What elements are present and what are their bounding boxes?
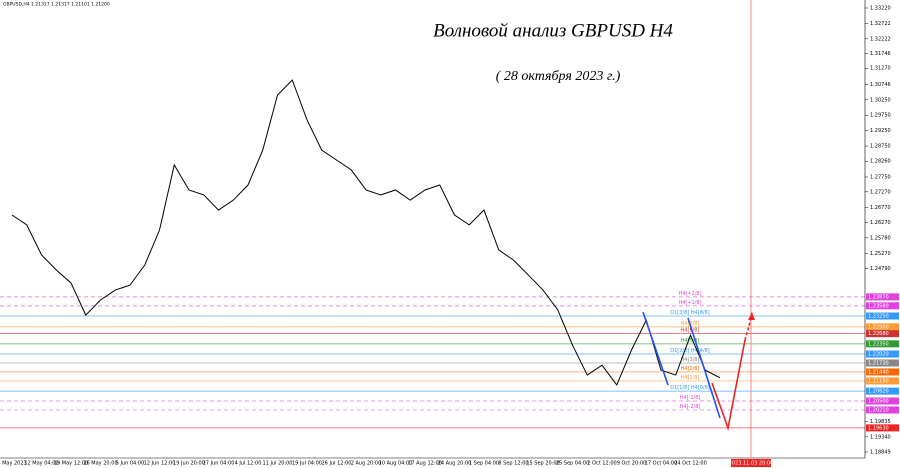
level-name: D1[3/8] H4[8/8] [670,310,710,316]
y-tick-label: 1.28750 [870,144,891,150]
level-price-label: 1.20500 [868,398,889,404]
y-tick-label: 1.33220 [870,6,891,12]
y-tick-label: 1.30746 [870,82,891,88]
level-price-label: 1.22680 [868,331,889,337]
y-tick-label: 1.19340 [870,434,891,440]
wave-line [642,311,669,386]
x-tick-label: 11 Jul 20:00 [263,461,293,467]
x-tick-label: 19 Jun 20:00 [173,461,205,467]
level-name: H4[5/8] [681,338,700,344]
level-name: H4[+2/8] [678,291,701,297]
level-label-box [866,387,899,395]
level-name: H4[2/8] [681,366,700,372]
level-name: H4[3/8] [681,357,700,363]
x-tick-label: 26 May 20:00 [83,461,117,467]
x-tick-label: 17 Oct 04:00 [645,461,678,467]
x-tick-label: 9 Oct 20:00 [617,461,646,467]
x-tick-label: 5 Jun 04:00 [116,461,145,467]
wave-forecast [642,311,755,432]
x-tick-label: 15 Sep 20:00 [526,461,559,467]
y-tick-label: 1.29750 [870,113,891,119]
y-tick-label: 1.25270 [870,251,891,257]
x-tick-label: 12 Jun 12:00 [144,461,176,467]
level-label-box [866,350,899,358]
price-line [11,79,721,386]
level-price-label: 1.21150 [868,378,889,384]
level-name: H4[-2/8] [680,404,701,410]
level-name: H4[6/8] [681,328,700,334]
level-label-box [866,377,899,385]
level-price-label: 1.23870 [868,294,889,300]
y-tick-label: 1.27270 [870,189,891,195]
time-marker-label: 2023.11.03 20:00 [729,461,774,467]
level-price-label: 1.21440 [868,369,889,375]
y-tick-label: 1.31746 [870,51,891,57]
level-label-box [866,312,899,320]
level-price-label: 1.22350 [868,341,889,347]
x-tick-label: 19 May 12:00 [54,461,88,467]
symbol-info: GBPUSD,H4 1.21317 1.21317 1.21101 1.2120… [3,2,110,8]
level-price-label: 1.22900 [868,324,889,330]
y-tick-label: 1.26270 [870,220,891,226]
y-tick-label: 1.25780 [870,235,891,241]
level-price-label: 1.19630 [868,425,889,431]
forecast-arrow [748,312,755,320]
y-tick-label: 1.26770 [870,205,891,211]
y-tick-label: 1.29250 [870,128,891,134]
level-price-label: 1.23580 [868,303,889,309]
y-tick-label: 1.31270 [870,66,891,72]
x-tick-label: 24 Oct 12:00 [674,461,707,467]
level-name: H4[-1/8] [680,395,701,401]
y-tick-label: 1.30250 [870,97,891,103]
x-tick-label: 27 Jun 04:00 [203,461,235,467]
x-tick-label: 4 May 2023 [0,461,27,467]
x-tick-label: 12 May 04:00 [24,461,58,467]
y-tick-label: 1.28260 [870,159,891,165]
x-tick-label: 2 Oct 12:00 [587,461,616,467]
level-name: D1[2/8] H4[4/8] [670,348,710,354]
x-tick-label: 17 Aug 12:00 [408,461,442,467]
x-tick-label: 19 Jul 04:00 [292,461,322,467]
x-tick-label: 25 Sep 04:00 [556,461,589,467]
level-label-box [866,424,899,432]
x-tick-label: 24 Aug 20:00 [438,461,472,467]
level-label-box [866,302,899,310]
level-name: H4[+1/8] [678,300,701,306]
level-label-box [866,397,899,405]
level-label-box [866,406,899,414]
x-tick-label: 26 Jul 12:00 [322,461,352,467]
time-marker-box [731,459,771,467]
y-tick-label: 1.18849 [870,450,891,456]
x-tick-label: 10 Aug 04:00 [379,461,413,467]
chart-title: Волновой анализ GBPUSD H4 [433,20,673,41]
y-tick-label: 1.19835 [870,419,891,425]
y-tick-label: 1.32222 [870,36,891,42]
level-label-box [866,359,899,367]
y-tick-label: 1.32722 [870,21,891,27]
x-tick-label: 2 Aug 20:00 [351,461,382,467]
level-label-box [866,330,899,338]
level-price-label: 1.20820 [868,389,889,395]
y-tick-label: 1.27750 [870,175,891,181]
level-price-label: 1.21730 [868,360,889,366]
level-label-box [866,323,899,331]
level-price-label: 1.20210 [868,407,889,413]
chart-subtitle: ( 28 октября 2023 г.) [496,69,621,84]
level-label-box [866,340,899,348]
x-tick-label: 4 Jul 12:00 [235,461,262,467]
level-label-box [866,368,899,376]
forecast-line [711,339,746,432]
wave-line [687,317,721,419]
level-label-box [866,293,899,301]
level-price-label: 1.23250 [868,314,889,320]
x-tick-label: 8 Sep 12:00 [498,461,528,467]
y-tick-label: 1.24790 [870,266,891,272]
level-price-label: 1.22020 [868,352,889,358]
level-name: H4[1/8] [681,375,700,381]
level-name: D1[1/8] H4[0/8] [670,385,710,391]
x-tick-label: 1 Sep 04:00 [469,461,499,467]
